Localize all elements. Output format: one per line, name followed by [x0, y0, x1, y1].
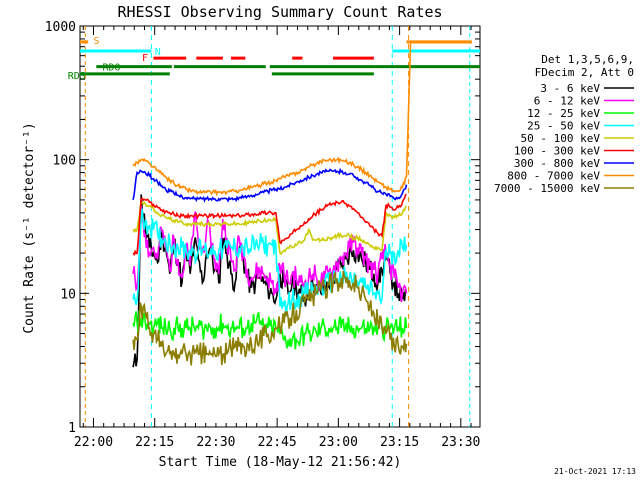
series-line-25-50-kev [132, 208, 408, 317]
series-line-12-25-kev [132, 310, 408, 350]
x-tick-label: 22:00 [74, 435, 113, 450]
y-tick-label: 1000 [45, 20, 76, 35]
x-tick-label: 22:30 [196, 435, 235, 450]
y-tick-label: 1 [68, 421, 76, 436]
legend-label-7000-15000-kev: 7000 - 15000 keV [494, 182, 600, 195]
series-line-7000-15000-kev [132, 270, 408, 366]
y-tick-label: 10 [60, 287, 76, 302]
series-line-800-7000-kev [132, 41, 472, 197]
x-tick-label: 22:15 [135, 435, 174, 450]
series-line-6-12-kev [132, 205, 408, 302]
legend-label-3-6-kev: 3 - 6 keV [540, 82, 600, 95]
legend-header: Det 1,3,5,6,9, [541, 53, 634, 66]
flag-label-rdo: RDO [102, 63, 120, 74]
x-tick-label: 23:30 [441, 435, 480, 450]
flag-label-f: F [142, 53, 148, 64]
y-tick-label: 100 [53, 154, 76, 169]
x-tick-label: 23:00 [319, 435, 358, 450]
series-line-100-300-kev [132, 193, 407, 257]
legend: Det 1,3,5,6,9,FDecim 2, Att 0 3 - 6 keV6 … [494, 53, 634, 195]
legend-label-6-12-kev: 6 - 12 keV [534, 95, 601, 108]
x-tick-label: 23:15 [380, 435, 419, 450]
flag-label-rds: RDS [68, 71, 86, 82]
flag-label-s: S [93, 36, 99, 47]
x-axis-label: Start Time (18-May-12 21:56:42) [159, 455, 402, 470]
legend-label-300-800-kev: 300 - 800 keV [514, 157, 600, 170]
legend-header: FDecim 2, Att 0 [535, 66, 634, 79]
series-line-300-800-kev [132, 167, 408, 203]
chart-title: RHESSI Observing Summary Count Rates [117, 3, 442, 21]
legend-label-25-50-kev: 25 - 50 keV [527, 120, 600, 133]
legend-label-100-300-kev: 100 - 300 keV [514, 145, 600, 158]
y-axis-label: Count Rate (s⁻¹ detector⁻¹) [22, 122, 37, 333]
plot-frame [79, 25, 481, 428]
series-line-50-100-kev [132, 201, 408, 256]
legend-label-50-100-kev: 50 - 100 keV [521, 132, 601, 145]
legend-label-800-7000-kev: 800 - 7000 keV [507, 170, 600, 183]
footer-date: 21-Oct-2021 17:13 [554, 467, 636, 476]
x-tick-label: 22:45 [258, 435, 297, 450]
flag-label-n: N [155, 47, 161, 58]
legend-label-12-25-kev: 12 - 25 keV [527, 107, 600, 120]
